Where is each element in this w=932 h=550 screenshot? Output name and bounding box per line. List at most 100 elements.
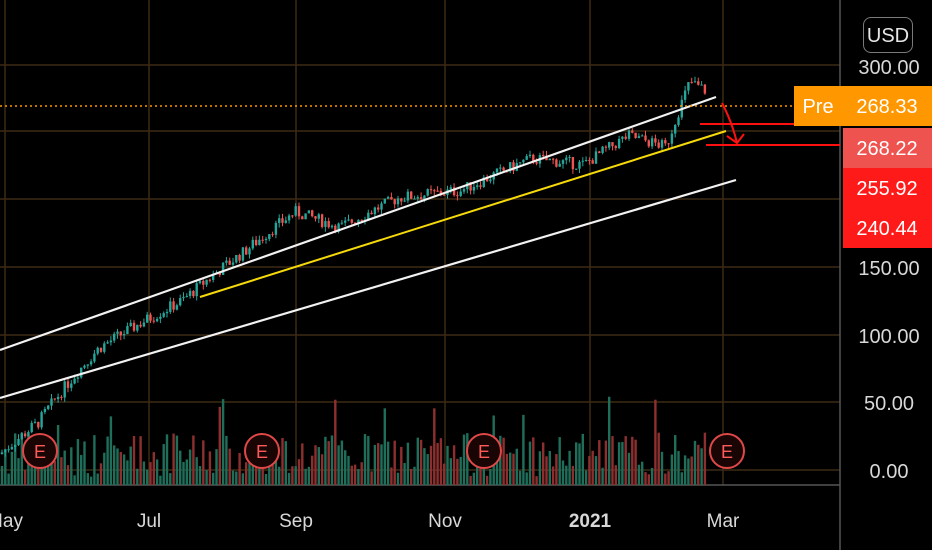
volume-bar xyxy=(670,454,674,485)
candle-body xyxy=(697,81,700,85)
volume-bar xyxy=(439,438,443,485)
trend-drawings xyxy=(0,95,840,400)
candle-body xyxy=(179,298,182,306)
candle-body xyxy=(96,347,99,354)
volume-bar xyxy=(446,445,449,485)
volume-bar xyxy=(690,456,693,485)
candle-body xyxy=(50,398,53,406)
volume-bar xyxy=(185,459,188,485)
candle-body xyxy=(479,185,482,187)
candle-body xyxy=(14,445,17,448)
volume-bar xyxy=(611,436,614,485)
candle-body xyxy=(386,197,390,199)
channel-midline xyxy=(199,130,727,298)
price-axis-tick-label: 300.00 xyxy=(858,57,919,79)
volume-bar xyxy=(188,449,192,485)
candle-body xyxy=(693,81,697,83)
candle-body xyxy=(509,162,512,172)
volume-bar xyxy=(317,447,320,485)
volume-bar xyxy=(522,414,525,485)
candle-body xyxy=(139,324,142,327)
time-axis-tick-label: Jul xyxy=(137,511,161,532)
volume-bar xyxy=(129,446,132,485)
candle-body xyxy=(703,84,707,94)
volume-bar xyxy=(693,440,697,485)
volume-bar xyxy=(650,467,654,485)
candle-body xyxy=(660,140,664,148)
volume-bar xyxy=(419,439,423,485)
volume-bar xyxy=(152,452,155,485)
volume-bar xyxy=(258,454,261,485)
volume-bar xyxy=(225,435,228,485)
candle-body xyxy=(307,210,311,214)
volume-bar xyxy=(495,446,499,485)
volume-bar xyxy=(231,470,235,485)
candle-body xyxy=(132,322,136,331)
candle-body xyxy=(413,198,416,200)
candle-body xyxy=(86,364,89,366)
candle-body xyxy=(76,377,80,379)
candle-body xyxy=(476,185,479,187)
candle-body xyxy=(182,296,185,299)
volume-bar xyxy=(96,473,99,485)
candle-body xyxy=(89,361,93,365)
candle-body xyxy=(122,333,126,336)
candle-body xyxy=(406,191,410,201)
candle-body xyxy=(367,212,370,220)
volume-bar xyxy=(23,470,27,485)
candle-body xyxy=(647,140,650,147)
volume-bar xyxy=(555,454,558,485)
candle-body xyxy=(667,143,670,145)
volume-bar xyxy=(215,449,218,485)
volume-bar xyxy=(525,472,528,485)
price-tag-box xyxy=(843,128,932,168)
volume-bar xyxy=(149,462,152,485)
volume-bar xyxy=(456,458,459,485)
volume-bar xyxy=(380,444,383,485)
candle-body xyxy=(360,219,363,221)
volume-bar xyxy=(575,442,578,485)
candle-body xyxy=(611,142,614,147)
volume-bar xyxy=(578,443,581,485)
price-tag-box xyxy=(843,168,932,208)
candle-body xyxy=(370,212,373,215)
candle-body xyxy=(251,239,254,249)
volume-bar xyxy=(518,470,522,485)
price-axis[interactable]: 300.00 150.00 100.00 50.00 0.00 xyxy=(858,57,919,483)
volume-bar xyxy=(357,469,360,485)
volume-bar xyxy=(479,466,482,485)
volume-bar xyxy=(502,437,505,485)
volume-bar xyxy=(400,446,403,485)
candle-body xyxy=(548,158,551,161)
candle-body xyxy=(383,198,386,204)
candle-body xyxy=(584,160,588,162)
volume-bar xyxy=(601,467,604,485)
candle-body xyxy=(172,301,175,310)
volume-bar xyxy=(60,457,63,485)
candle-body xyxy=(278,218,281,223)
candle-body xyxy=(202,280,205,285)
volume-bar xyxy=(241,473,245,485)
volume-bar xyxy=(535,476,538,485)
volume-bar xyxy=(466,433,469,485)
candle-body xyxy=(532,154,535,163)
time-axis[interactable]: May Jul Sep Nov 2021 Mar xyxy=(0,511,740,532)
volume-bar xyxy=(86,473,89,485)
candle-body xyxy=(439,190,443,195)
volume-bar xyxy=(664,473,667,485)
candle-body xyxy=(268,234,271,239)
candle-body xyxy=(324,221,327,227)
time-axis-tick-label: Sep xyxy=(279,511,313,532)
candle-body xyxy=(657,142,660,148)
volume-bar xyxy=(449,458,452,485)
currency-button[interactable]: USD xyxy=(863,17,913,53)
volume-bar xyxy=(423,448,426,485)
candle-body xyxy=(551,158,555,160)
volume-bar xyxy=(320,454,324,485)
volume-bar xyxy=(433,408,436,485)
candle-body xyxy=(373,207,377,215)
candle-body xyxy=(426,189,429,196)
volume-bar xyxy=(627,452,631,485)
